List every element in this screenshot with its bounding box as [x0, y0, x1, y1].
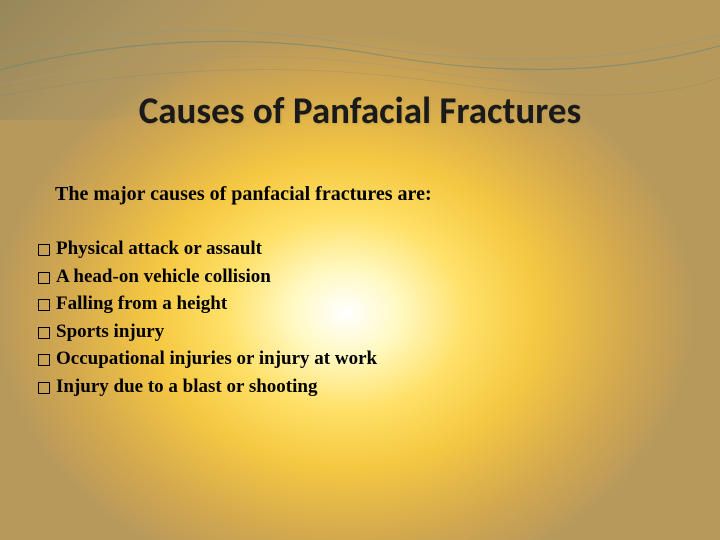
square-bullet-icon: [38, 327, 50, 339]
list-item: Injury due to a blast or shooting: [38, 373, 377, 401]
list-item: A head-on vehicle collision: [38, 263, 377, 291]
bullet-text: Physical attack or assault: [56, 235, 262, 263]
square-bullet-icon: [38, 382, 50, 394]
slide-title: Causes of Panfacial Fractures: [0, 88, 720, 133]
bullet-text: Sports injury: [56, 318, 164, 346]
list-item: Falling from a height: [38, 290, 377, 318]
square-bullet-icon: [38, 354, 50, 366]
list-item: Sports injury: [38, 318, 377, 346]
bullet-text: Occupational injuries or injury at work: [56, 345, 377, 373]
intro-text: The major causes of panfacial fractures …: [55, 183, 432, 206]
bullet-text: Falling from a height: [56, 290, 227, 318]
list-item: Occupational injuries or injury at work: [38, 345, 377, 373]
bullet-text: Injury due to a blast or shooting: [56, 373, 317, 401]
square-bullet-icon: [38, 299, 50, 311]
square-bullet-icon: [38, 244, 50, 256]
square-bullet-icon: [38, 272, 50, 284]
bullet-list: Physical attack or assault A head-on veh…: [38, 235, 377, 400]
list-item: Physical attack or assault: [38, 235, 377, 263]
slide-container: Causes of Panfacial Fractures The major …: [0, 0, 720, 540]
bullet-text: A head-on vehicle collision: [56, 263, 271, 291]
